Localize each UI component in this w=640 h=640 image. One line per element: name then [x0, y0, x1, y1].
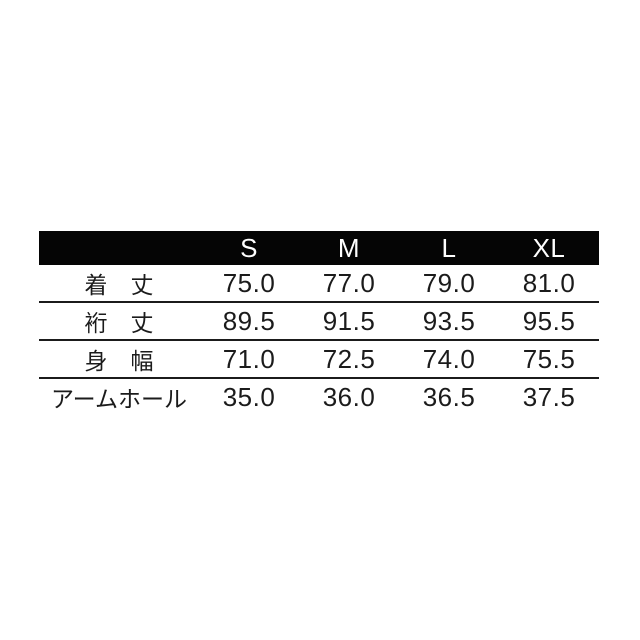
value-cell: 79.0: [422, 267, 476, 298]
size-column-header-xl: XL: [499, 231, 599, 265]
value-cell: 81.0: [522, 267, 576, 298]
size-chart-body: 着 丈 75.0 77.0 79.0 81.0 裄 丈 89.5 91.5 93…: [39, 265, 599, 415]
value-cell: 77.0: [322, 267, 376, 298]
value-cell: 37.5: [522, 381, 576, 412]
value-cell: 71.0: [222, 343, 276, 374]
table-row-armhole: アームホール 35.0 36.0 36.5 37.5: [39, 378, 599, 415]
value-cell: 93.5: [422, 305, 476, 336]
value-cell: 95.5: [522, 305, 576, 336]
value-cell: 91.5: [322, 305, 376, 336]
table-row-sleeve-length: 裄 丈 89.5 91.5 93.5 95.5: [39, 302, 599, 340]
value-cell: 36.5: [422, 381, 476, 412]
row-label: 裄 丈: [84, 310, 154, 336]
value-cell: 75.5: [522, 343, 576, 374]
size-column-header-l: L: [399, 231, 499, 265]
size-column-header-m: M: [299, 231, 399, 265]
value-cell: 36.0: [322, 381, 376, 412]
row-label: 身 幅: [84, 348, 154, 374]
size-column-header-s: S: [199, 231, 299, 265]
size-chart-table: S M L XL 着 丈 75.0 77.0 79.0 81.0 裄 丈 89.…: [39, 231, 599, 415]
size-chart-header: S M L XL: [39, 231, 599, 265]
header-empty-cell: [39, 231, 199, 265]
value-cell: 74.0: [422, 343, 476, 374]
value-cell: 89.5: [222, 305, 276, 336]
row-label: 着 丈: [84, 272, 154, 298]
value-cell: 75.0: [222, 267, 276, 298]
table-row-body-width: 身 幅 71.0 72.5 74.0 75.5: [39, 340, 599, 378]
row-label: アームホール: [51, 386, 187, 412]
value-cell: 35.0: [222, 381, 276, 412]
table-row-body-length: 着 丈 75.0 77.0 79.0 81.0: [39, 265, 599, 302]
value-cell: 72.5: [322, 343, 376, 374]
header-row: S M L XL: [39, 231, 599, 265]
